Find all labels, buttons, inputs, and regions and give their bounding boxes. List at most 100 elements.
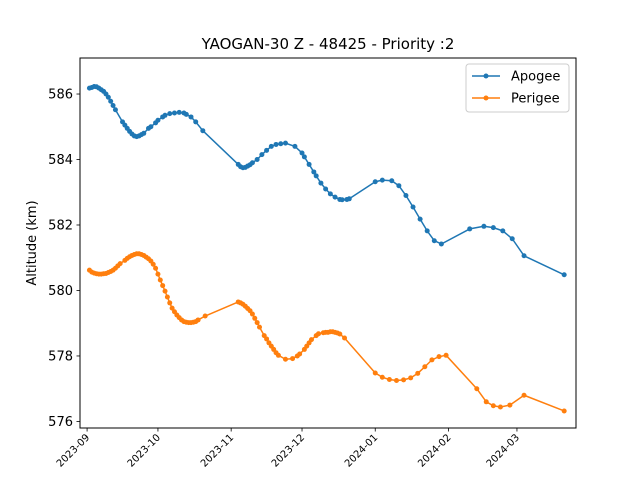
apogee-data-point [509,236,515,242]
apogee-data-point [327,191,333,197]
apogee-data-point [323,186,329,192]
apogee-data-point [278,141,284,147]
apogee-data-point [403,193,409,199]
x-tick-label: 2024-03 [485,432,522,469]
perigee-data-point [429,357,435,363]
legend-perigee-marker [483,95,489,101]
apogee-data-point [162,112,168,118]
perigee-data-point [290,356,296,362]
perigee-data-point [257,324,262,330]
apogee-data-point [249,160,255,166]
apogee-data-point [372,179,378,185]
perigee-data-point [401,377,407,383]
perigee-data-point [162,288,168,294]
apogee-data-point [292,143,298,149]
legend: Apogee Perigee [465,63,570,113]
perigee-data-point [275,352,281,358]
apogee-data-point [521,253,527,259]
perigee-data-point [490,403,496,409]
apogee-data-point [301,154,307,160]
plot-area [80,58,576,428]
apogee-data-point [306,161,312,167]
perigee-data-point [117,261,123,267]
apogee-data-point [171,110,177,116]
apogee-data-point [379,177,385,183]
apogee-data-point [467,226,473,232]
perigee-data-point [316,331,322,337]
y-tick-label: 586 [48,88,73,103]
perigee-data-point [195,317,201,323]
apogee-data-point [110,102,116,108]
apogee-data-point [148,124,154,130]
perigee-data-point [249,311,255,317]
perigee-data-point [497,404,503,410]
perigee-data-point [342,335,348,341]
y-axis-label: Altitude (km) [25,200,40,285]
perigee-data-point [202,313,208,319]
legend-apogee-label: Apogee [511,70,560,85]
x-tick-label: 2024-02 [416,432,453,469]
apogee-data-point [108,98,114,104]
x-tick-label: 2023-11 [199,432,236,469]
chart-title: YAOGAN-30 Z - 48425 - Priority :2 [201,35,455,53]
perigee-data-point [297,351,303,357]
apogee-data-point [183,111,189,117]
perigee-data-point [282,356,288,362]
y-axis-ticks: 576 578 580 582 584 586 [48,88,80,430]
perigee-data-point [507,402,513,408]
perigee-data-point [483,399,489,405]
apogee-data-point [200,128,206,134]
apogee-data-point [396,183,402,189]
apogee-data-point [259,152,265,158]
apogee-data-point [112,107,118,113]
perigee-data-point [436,354,442,360]
y-tick-label: 584 [48,153,73,168]
perigee-data-point [252,315,258,321]
apogee-data-point [438,241,444,247]
y-tick-label: 578 [48,349,73,364]
apogee-data-point [332,194,338,200]
x-tick-label: 2023-10 [126,432,163,469]
apogee-data-point [254,157,260,162]
apogee-data-point [311,169,317,175]
perigee-data-point [155,271,161,277]
perigee-data-point [164,294,170,300]
perigee-data-point [474,386,480,392]
perigee-data-point [169,305,175,311]
perigee-data-point [415,370,421,376]
apogee-data-point [167,111,173,117]
plot-frame [79,57,577,429]
apogee-data-point [389,178,395,184]
apogee-data-point [481,223,487,229]
apogee-data-point [299,150,305,156]
perigee-data-point [561,408,567,414]
perigee-data-point [167,300,173,306]
perigee-data-point [386,377,392,383]
apogee-data-point [424,228,430,234]
apogee-data-point [561,272,567,278]
perigee-data-point [254,320,260,326]
perigee-data-point [337,331,343,337]
apogee-data-point [141,130,147,136]
apogee-data-point [273,141,279,147]
perigee-data-point [160,283,166,289]
perigee-data-point [308,337,314,343]
apogee-data-point [490,225,496,231]
perigee-data-point [422,364,428,370]
apogee-data-point [313,173,319,179]
apogee-data-point [188,114,194,120]
apogee-data-point [417,216,423,222]
y-tick-label: 582 [48,218,73,233]
apogee-data-point [264,147,270,153]
apogee-data-point [431,238,437,244]
apogee-data-point [155,117,161,123]
legend-apogee-marker [483,73,489,79]
apogee-data-point [339,197,345,203]
perigee-data-point [157,277,163,283]
perigee-data-point [153,265,159,271]
apogee-data-point [282,140,288,146]
apogee-data-point [500,228,506,234]
y-tick-label: 580 [48,284,73,299]
perigee-data-point [372,370,378,376]
